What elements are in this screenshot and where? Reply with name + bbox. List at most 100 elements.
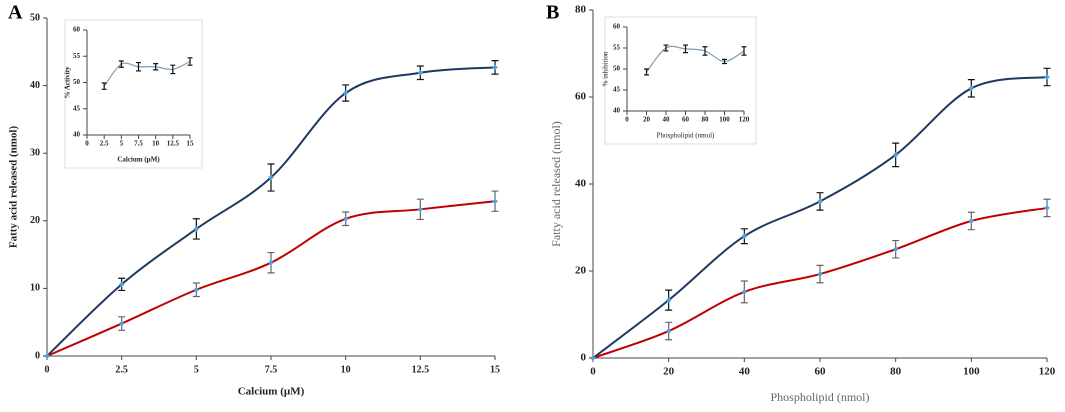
x-tick-label: 2.5 <box>115 364 128 375</box>
x-tick-label: 20 <box>643 116 651 124</box>
x-tick-label: 12.5 <box>412 364 430 375</box>
x-axis-title: Phospholipid (nmol) <box>770 390 869 404</box>
marker <box>741 289 748 295</box>
x-axis-title: Calcium (µM) <box>238 386 305 398</box>
marker <box>892 246 899 253</box>
marker <box>417 69 424 76</box>
series-line <box>46 200 496 357</box>
marker <box>193 286 200 293</box>
error-bar <box>722 58 727 65</box>
marker <box>118 281 125 288</box>
error-bar <box>663 44 669 52</box>
x-tick-label: 12.5 <box>167 140 180 148</box>
y-tick-label: 40 <box>73 131 81 139</box>
x-tick-label: 100 <box>719 116 730 124</box>
y-tick-label: 0 <box>35 350 40 361</box>
marker <box>741 233 748 239</box>
error-bar <box>118 60 124 68</box>
x-tick-label: 15 <box>187 140 195 148</box>
error-bar <box>683 44 688 54</box>
series-line <box>646 45 745 73</box>
plot: 0 20 40 60 80 0 20 40 60 80 100 120 Phospholipid (nm… <box>546 2 1056 404</box>
marker <box>193 226 200 232</box>
x-tick-label: 40 <box>739 366 751 378</box>
marker <box>665 297 672 303</box>
marker <box>492 198 498 204</box>
x-tick-label: 0 <box>45 364 50 375</box>
y-axis-title: % inhibition <box>602 51 610 86</box>
y-tick-label: 60 <box>613 23 621 31</box>
marker <box>892 152 899 158</box>
series-line <box>592 75 1048 359</box>
marker <box>1044 205 1050 211</box>
panel-label: A <box>8 2 23 24</box>
marker <box>417 206 424 213</box>
marker <box>44 353 50 359</box>
y-tick-label: 10 <box>30 283 40 294</box>
x-tick-label: 120 <box>739 116 750 124</box>
y-tick-label: 55 <box>613 44 621 52</box>
y-tick-label: 55 <box>73 52 81 60</box>
x-tick-label: 40 <box>663 116 671 124</box>
marker <box>1044 74 1050 80</box>
y-axis-title: % Activity <box>64 66 72 99</box>
marker <box>817 271 823 277</box>
x-tick-label: 15 <box>490 364 500 375</box>
panel-label: B <box>546 2 559 24</box>
y-tick-label: 40 <box>30 80 40 91</box>
x-tick-label: 7.5 <box>134 140 143 148</box>
y-tick-label: 80 <box>575 4 587 16</box>
marker <box>118 320 125 327</box>
marker <box>492 64 498 71</box>
marker <box>342 90 349 96</box>
y-tick-label: 20 <box>30 215 40 226</box>
marker <box>268 259 274 266</box>
error-bar <box>187 57 193 66</box>
error-bar <box>101 82 107 90</box>
x-tick-label: 0 <box>85 140 89 148</box>
x-tick-label: 5 <box>194 364 199 375</box>
x-axis-title: Phospholipid (nmol) <box>657 132 715 140</box>
error-bar <box>644 68 649 76</box>
y-axis-title: Fatty acid released (nmol) <box>8 126 20 249</box>
y-tick-label: 45 <box>613 86 621 94</box>
y-tick-label: 60 <box>73 26 81 34</box>
marker <box>342 215 349 222</box>
marker <box>268 174 274 181</box>
y-axis-title: Fatty acid released (nmol) <box>549 121 563 247</box>
plot: 40 45 50 55 60 0 2.5 5 7.5 10 12.5 15 Calcium (µM) % … <box>64 19 203 169</box>
x-tick-label: 5 <box>120 140 124 148</box>
inset-frame <box>604 16 757 145</box>
error-bar <box>741 46 747 56</box>
x-axis-title: Calcium (µM) <box>117 156 160 164</box>
marker <box>968 218 975 224</box>
series-line <box>103 60 191 87</box>
x-tick-label: 80 <box>890 366 902 378</box>
error-bar <box>153 63 159 71</box>
x-tick-label: 60 <box>815 366 827 378</box>
error-bar <box>136 61 141 72</box>
marker <box>968 85 975 92</box>
y-tick-label: 0 <box>581 352 587 364</box>
y-tick-label: 30 <box>30 147 40 158</box>
y-tick-label: 50 <box>30 12 40 23</box>
y-tick-label: 50 <box>73 78 81 86</box>
y-tick-label: 50 <box>613 65 621 73</box>
marker <box>817 198 823 205</box>
y-tick-label: 40 <box>613 107 621 115</box>
y-tick-label: 45 <box>73 104 81 112</box>
x-tick-label: 10 <box>152 140 160 148</box>
x-tick-label: 7.5 <box>265 364 278 375</box>
series-line <box>46 66 496 357</box>
x-tick-label: 2.5 <box>100 140 109 148</box>
error-bar <box>170 64 176 75</box>
plot: 40 45 50 55 60 0 20 40 60 80 100 120 Phospholipid (n… <box>602 16 757 145</box>
x-tick-label: 100 <box>963 366 980 378</box>
inset-frame <box>64 19 203 169</box>
x-tick-label: 20 <box>663 366 675 378</box>
y-tick-label: 60 <box>575 91 587 103</box>
marker <box>665 328 672 334</box>
x-tick-label: 0 <box>625 116 629 124</box>
